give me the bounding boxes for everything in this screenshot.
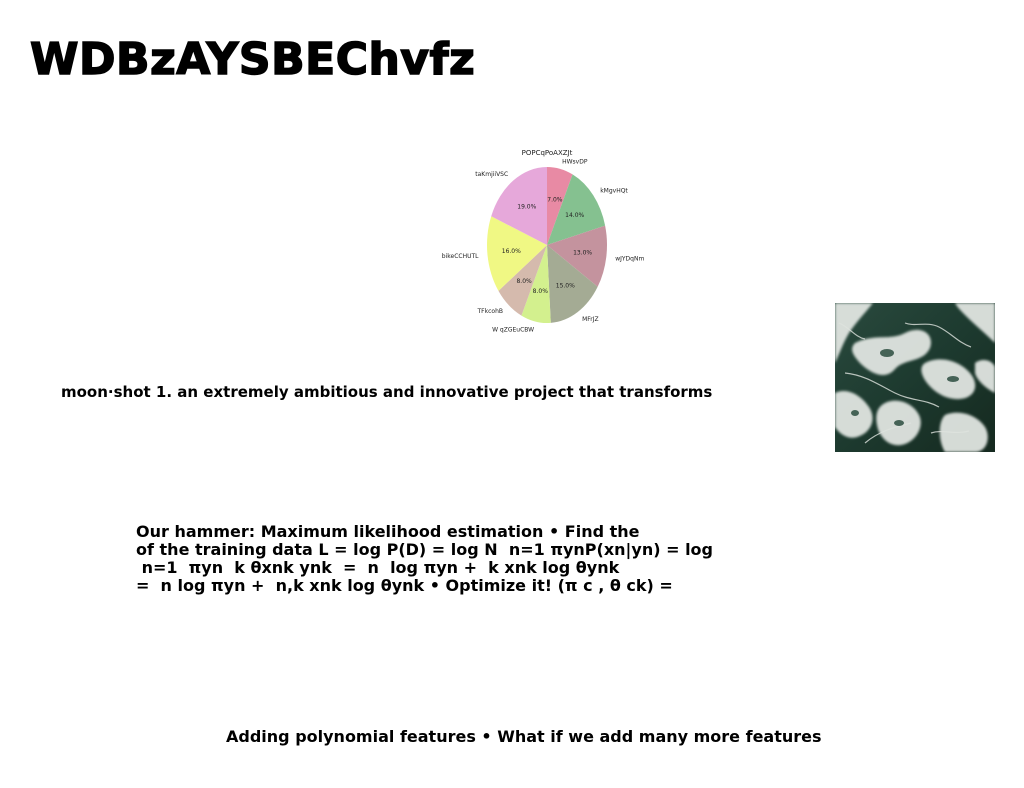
pie-category-label: wJYDqNm [615, 255, 644, 262]
mle-paragraph: Our hammer: Maximum likelihood estimatio… [136, 523, 746, 595]
pie-category-label: kMgvHQt [600, 187, 628, 194]
mle-line: of the training data L = log P(D) = log … [136, 540, 713, 559]
pie-slice [521, 245, 551, 324]
pie-category-label: HWsvDP [562, 158, 588, 165]
pie-percent-label: 13.0% [573, 249, 592, 256]
pie-category-label: W qZGEuCBW [492, 326, 534, 333]
pie-category-label: TFkcohB [477, 308, 503, 315]
pie-slice [547, 225, 607, 287]
pie-slice [547, 245, 598, 323]
page-title: WDBzAYSBEChvfz [29, 33, 476, 86]
pie-percent-label: 7.0% [547, 196, 563, 203]
pie-category-label: MFrJZ [582, 316, 599, 323]
pie-percent-label: 15.0% [556, 282, 575, 289]
mle-line: ￼ n=1 ￼ πyn ￼ k θxnk ynk ￼ = ￼ n ￼ log π… [136, 558, 620, 577]
moonshot-definition: moon·shot 1. an extremely ambitious and … [61, 383, 713, 401]
pie-category-label: taKmjiiVSC [475, 171, 508, 178]
mle-line: Our hammer: Maximum likelihood estimatio… [136, 522, 640, 541]
chart-title: POPCqPoAXZJt [522, 149, 573, 157]
pie-slice [498, 245, 547, 316]
ocean-foam-photo [835, 303, 995, 452]
pie-percent-label: 8.0% [516, 278, 532, 285]
pie-percent-label: 19.0% [517, 203, 536, 210]
pie-slice [486, 216, 547, 291]
polynomial-features-line: Adding polynomial features • What if we … [226, 727, 822, 746]
pie-chart-svg: POPCqPoAXZJt 7.0% 14.0% 13.0% 15.0% 8.0%8.0%… [442, 149, 645, 333]
pie-percent-labels: 7.0% 14.0% 13.0% 15.0% 8.0%8.0% 16.0% 19.0% [502, 196, 593, 295]
pie-category-labels: HWsvDP kMgvHQt wJYDqNm MFrJZ W qZGEuCBW TFkco… [442, 158, 645, 333]
pie-percent-label: 16.0% [502, 248, 521, 255]
pie-percent-label: 8.0% [533, 288, 549, 295]
pie-slice [547, 174, 606, 245]
pie-percent-label: 14.0% [565, 212, 584, 219]
pie-category-label: bikeCCHUTL [442, 253, 479, 260]
pie-slice [547, 167, 573, 245]
ocean-foam-image [835, 303, 995, 452]
pie-slice [491, 167, 547, 245]
mle-line: = ￼ n log πyn + ￼ n,k xnk log θynk • Opt… [136, 576, 673, 595]
pie-chart: POPCqPoAXZJt 7.0% 14.0% 13.0% 15.0% 8.0% 8.0%… [440, 140, 650, 340]
pie-slices [486, 167, 607, 324]
